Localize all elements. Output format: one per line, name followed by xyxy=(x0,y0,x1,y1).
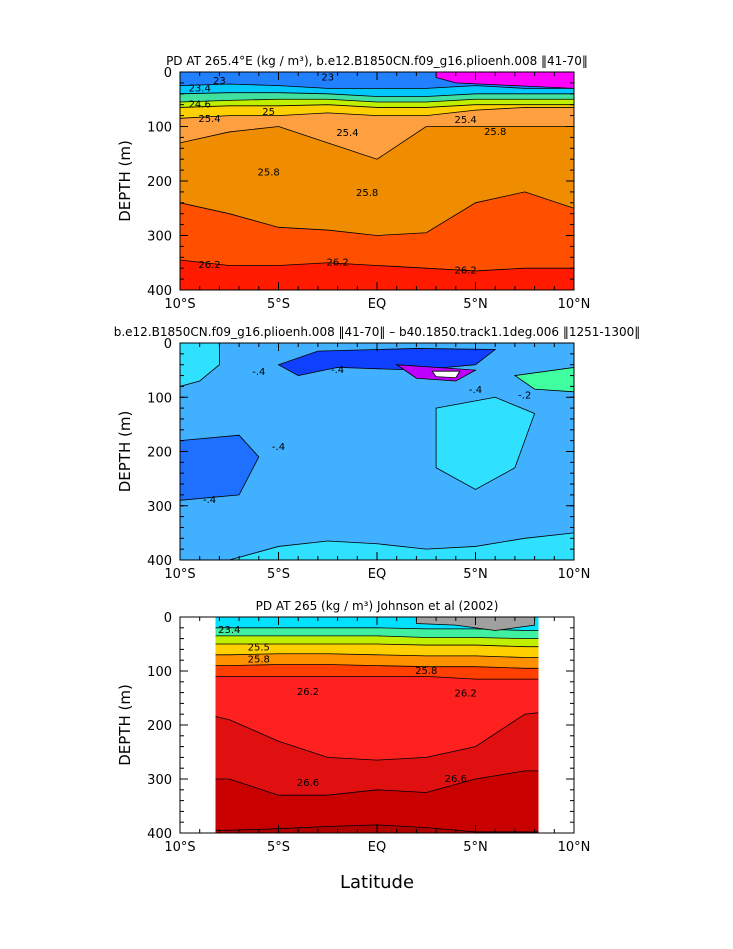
y-tick-label: 100 xyxy=(147,121,172,136)
x-axis-label: Latitude xyxy=(340,872,414,893)
y-tick-label: 200 xyxy=(147,719,172,734)
contour-label: 23.4 xyxy=(189,83,211,94)
x-tick-label: 10°S xyxy=(164,567,195,582)
contour-patch xyxy=(180,343,220,387)
contour-line xyxy=(180,191,574,236)
chart-title: b.e12.B1850CN.f09_g16.plioenh.008 ‖41-70… xyxy=(114,325,641,339)
contour-patch xyxy=(513,367,574,393)
contour-label: -.4 xyxy=(331,365,344,376)
contour-line xyxy=(215,676,539,680)
y-axis-label: DEPTH (m) xyxy=(116,411,134,493)
y-tick-label: 400 xyxy=(147,554,172,569)
fills xyxy=(180,343,574,560)
y-tick-label: 400 xyxy=(147,827,172,842)
contour-label: -.4 xyxy=(272,442,285,453)
contour-label: 26.2 xyxy=(326,258,348,269)
contour-label: 26.2 xyxy=(455,689,477,700)
contour-line xyxy=(180,259,574,272)
contour-plot: -.4 -.4 -.4 -.4 -.4 -.2 b.e12.B1850CN.f09_g16.… xyxy=(114,325,641,582)
x-tick-label: 5°N xyxy=(463,297,488,312)
x-tick-label: EQ xyxy=(368,297,386,312)
contour-label: -.4 xyxy=(252,367,265,378)
x-tick-label: 10°S xyxy=(164,840,195,855)
y-tick-label: 0 xyxy=(164,66,172,81)
x-tick-label: 10°N xyxy=(558,567,591,582)
contour-label: 25.8 xyxy=(248,655,270,666)
contour-label: 26.2 xyxy=(297,687,319,698)
contour-label: 23.4 xyxy=(218,625,240,636)
contour-line xyxy=(180,98,574,103)
contour-line xyxy=(180,532,574,560)
contour-patch xyxy=(435,396,536,490)
contour-patch xyxy=(180,434,260,501)
contour-label: -.2 xyxy=(518,391,531,402)
y-tick-label: 200 xyxy=(147,175,172,190)
contour-line xyxy=(215,643,539,648)
contour-line xyxy=(215,770,539,796)
x-tick-label: 10°N xyxy=(558,297,591,312)
contour-line xyxy=(180,104,574,108)
x-tick-label: 5°N xyxy=(463,567,488,582)
x-tick-label: EQ xyxy=(368,567,386,582)
contour-label: 25.8 xyxy=(356,188,378,199)
x-tick-label: 5°S xyxy=(267,567,290,582)
contour-label: 23 xyxy=(321,72,334,83)
contour-label: 24.6 xyxy=(189,100,211,111)
fills xyxy=(180,72,574,290)
contour-label: 26.6 xyxy=(297,778,319,789)
contour-label: 25 xyxy=(262,107,275,118)
contour-label: -.4 xyxy=(469,385,482,396)
contour-label: 25.8 xyxy=(484,127,506,138)
contour-line xyxy=(215,627,539,631)
y-tick-label: 300 xyxy=(147,230,172,245)
contour-patch xyxy=(431,370,461,379)
contour-label: 25.4 xyxy=(198,114,220,125)
chart-title: PD AT 265 (kg / m³) Johnson et al (2002) xyxy=(256,599,499,613)
contour-line xyxy=(215,635,539,639)
contour-plot: 23.425.525.825.826.2 26.226.6 26.6PD AT 26… xyxy=(116,599,590,855)
contour-label: 26.2 xyxy=(198,260,220,271)
contour-label: -.4 xyxy=(203,495,216,506)
contour-line xyxy=(215,712,539,761)
contour-label: 26.6 xyxy=(445,774,467,785)
contour-line xyxy=(180,92,574,97)
y-axis-label: DEPTH (m) xyxy=(116,140,134,222)
y-tick-label: 0 xyxy=(164,611,172,626)
x-tick-label: 10°S xyxy=(164,297,195,312)
x-tick-label: 5°S xyxy=(267,297,290,312)
y-tick-label: 100 xyxy=(147,391,172,406)
contour-label: 23 xyxy=(213,76,226,87)
y-tick-label: 0 xyxy=(164,337,172,352)
x-tick-label: 5°S xyxy=(267,840,290,855)
x-tick-label: 10°N xyxy=(558,840,591,855)
contour-label: 25.4 xyxy=(336,128,358,139)
x-tick-label: EQ xyxy=(368,840,386,855)
contour-label: 25.4 xyxy=(455,115,477,126)
y-tick-label: 200 xyxy=(147,446,172,461)
contour-line xyxy=(180,126,574,160)
fills xyxy=(215,617,539,833)
contour-label: 25.8 xyxy=(258,168,280,179)
contour-label: 26.2 xyxy=(455,265,477,276)
y-axis-label: DEPTH (m) xyxy=(116,684,134,766)
y-tick-label: 300 xyxy=(147,773,172,788)
contour-line xyxy=(180,83,574,89)
contour-patch xyxy=(435,72,574,89)
y-tick-label: 100 xyxy=(147,665,172,680)
contour-band xyxy=(180,343,574,560)
x-tick-label: 5°N xyxy=(463,840,488,855)
contour-plot: 23 2323.424.62525.425.425.425.825.825.826… xyxy=(116,54,590,312)
contour-band xyxy=(215,770,539,833)
chart-title: PD AT 265.4°E (kg / m³), b.e12.B1850CN.f… xyxy=(166,54,588,68)
contour-line xyxy=(180,107,574,119)
contour-label: 25.5 xyxy=(248,643,270,654)
contour-patch xyxy=(277,348,497,376)
y-tick-label: 300 xyxy=(147,500,172,515)
contour-line xyxy=(215,824,539,833)
contour-label: 25.8 xyxy=(415,666,437,677)
contour-line xyxy=(215,653,539,658)
contour-line xyxy=(215,664,539,669)
y-tick-label: 400 xyxy=(147,284,172,299)
